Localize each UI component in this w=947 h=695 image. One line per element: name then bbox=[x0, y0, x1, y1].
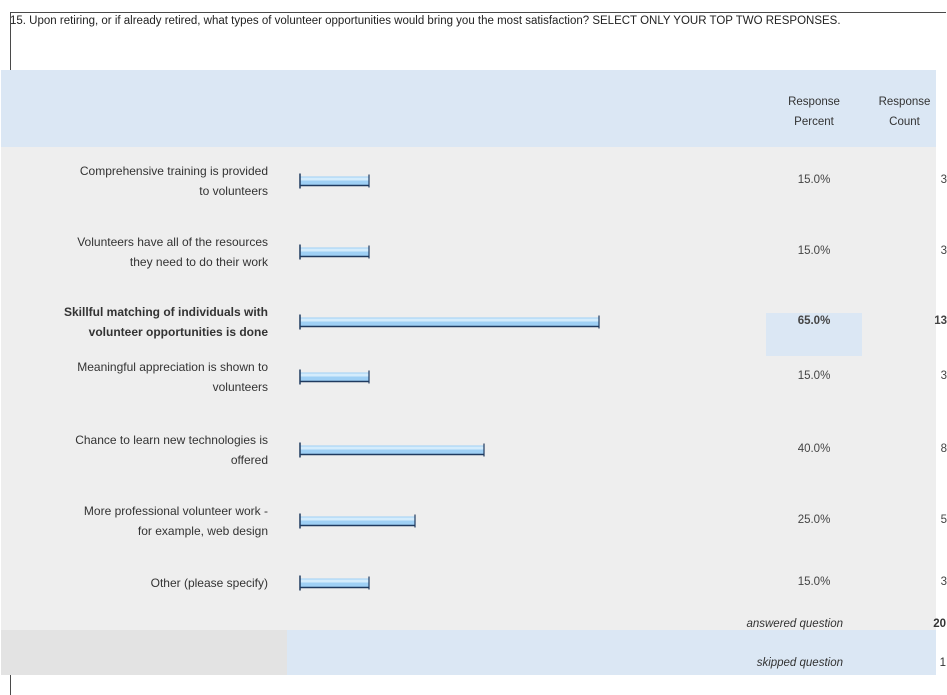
response-count: 3 bbox=[940, 370, 947, 382]
summary-cells bbox=[287, 630, 936, 675]
row-label: More professional volunteer work - for ex… bbox=[0, 501, 268, 541]
row-label: Volunteers have all of the resources they… bbox=[0, 232, 268, 272]
bar-highlight bbox=[300, 446, 484, 450]
response-count: 3 bbox=[940, 576, 947, 588]
row-label: Meaningful appreciation is shown to volun… bbox=[0, 357, 268, 397]
row-label-line: Other (please specify) bbox=[150, 576, 268, 590]
bar bbox=[299, 244, 370, 260]
response-count-header: Response Count bbox=[878, 96, 931, 128]
header-band bbox=[1, 70, 936, 147]
row-label: Skillful matching of individuals with vol… bbox=[0, 302, 268, 342]
summary-value: 1 bbox=[939, 657, 946, 669]
summary-label: skipped question bbox=[756, 657, 843, 669]
row-label-line: Skillful matching of individuals with bbox=[63, 305, 268, 319]
bar-highlight bbox=[300, 177, 369, 181]
response-count: 3 bbox=[940, 245, 947, 257]
bar bbox=[299, 442, 485, 458]
row-label-line: they need to do their work bbox=[129, 255, 268, 269]
response-percent: 15.0% bbox=[797, 370, 831, 382]
response-percent: 15.0% bbox=[797, 245, 831, 257]
bar-highlight bbox=[300, 579, 369, 583]
highlighted-percent-cell bbox=[766, 313, 862, 356]
response-percent: 15.0% bbox=[797, 576, 831, 588]
row-label-line: More professional volunteer work - bbox=[83, 504, 268, 518]
response-count: 8 bbox=[940, 443, 947, 455]
row-label-line: volunteers bbox=[212, 380, 268, 394]
bar-fill bbox=[300, 372, 369, 382]
bar-fill bbox=[300, 578, 369, 588]
bar-highlight bbox=[300, 517, 415, 521]
bar-fill bbox=[300, 445, 484, 455]
response-percent: 15.0% bbox=[797, 174, 831, 186]
bar bbox=[299, 575, 370, 591]
row-label-line: Meaningful appreciation is shown to bbox=[77, 360, 268, 374]
summary-value: 20 bbox=[933, 618, 946, 630]
response-percent: 25.0% bbox=[797, 514, 831, 526]
response-count: 3 bbox=[940, 174, 947, 186]
bar-fill bbox=[300, 317, 599, 327]
row-label-line: for example, web design bbox=[137, 524, 268, 538]
row-label: Comprehensive training is provided to vol… bbox=[0, 161, 268, 201]
bar-fill bbox=[300, 247, 369, 257]
response-count: 13 bbox=[934, 315, 947, 327]
bar bbox=[299, 513, 416, 529]
responses-body bbox=[1, 147, 936, 630]
row-label-line: offered bbox=[230, 453, 268, 467]
bar-highlight bbox=[300, 373, 369, 377]
bar-fill bbox=[300, 176, 369, 186]
response-percent-header: Response Percent bbox=[788, 96, 840, 128]
bar bbox=[299, 369, 370, 385]
bar-fill bbox=[300, 516, 415, 526]
response-percent: 65.0% bbox=[797, 315, 831, 327]
row-label-line: Chance to learn new technologies is bbox=[75, 433, 268, 447]
row-label: Other (please specify) bbox=[0, 573, 268, 593]
bar-highlight bbox=[300, 248, 369, 252]
row-label-line: Comprehensive training is provided bbox=[79, 164, 268, 178]
response-percent: 40.0% bbox=[797, 443, 831, 455]
row-label: Chance to learn new technologies is offer… bbox=[0, 430, 268, 470]
response-count: 5 bbox=[940, 514, 947, 526]
bar bbox=[299, 173, 370, 189]
row-label-line: to volunteers bbox=[199, 184, 268, 198]
question-text: 15. Upon retiring, or if already retired… bbox=[10, 15, 841, 27]
summary-label: answered question bbox=[746, 618, 843, 630]
bar bbox=[299, 314, 600, 330]
row-label-line: Volunteers have all of the resources bbox=[77, 235, 268, 249]
row-label-line: volunteer opportunities is done bbox=[88, 325, 268, 339]
bar-highlight bbox=[300, 318, 599, 322]
